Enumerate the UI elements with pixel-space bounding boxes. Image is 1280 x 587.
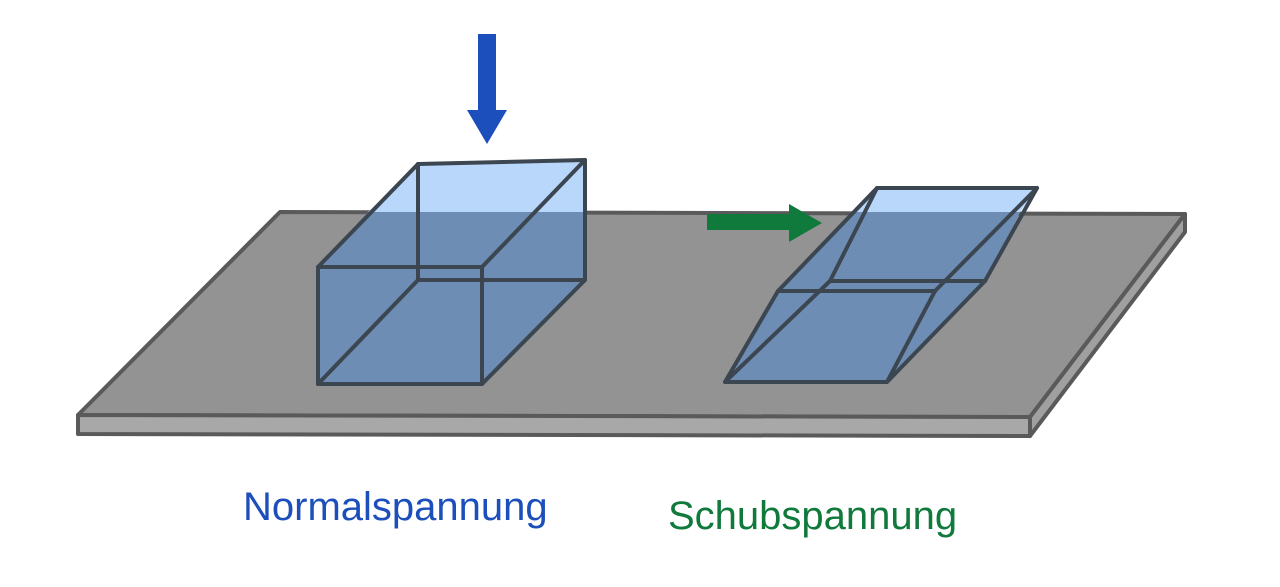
sheared-box-body	[725, 212, 1020, 382]
plate-top-face	[76, 210, 1187, 419]
box-top-highlight	[368, 160, 585, 212]
plate-right-face	[1028, 212, 1187, 438]
shear-stress-box	[723, 186, 1039, 384]
arrow-right-icon	[707, 204, 822, 242]
base-plate	[76, 210, 1187, 438]
normal-stress-label: Normalspannung	[243, 485, 548, 529]
arrow-down-icon	[467, 34, 507, 144]
sheared-box-top-highlight	[855, 188, 1037, 212]
normal-stress-box	[316, 158, 587, 386]
box-body	[318, 212, 585, 384]
plate-front-face	[76, 413, 1032, 438]
shear-stress-label: Schubspannung	[668, 494, 958, 538]
